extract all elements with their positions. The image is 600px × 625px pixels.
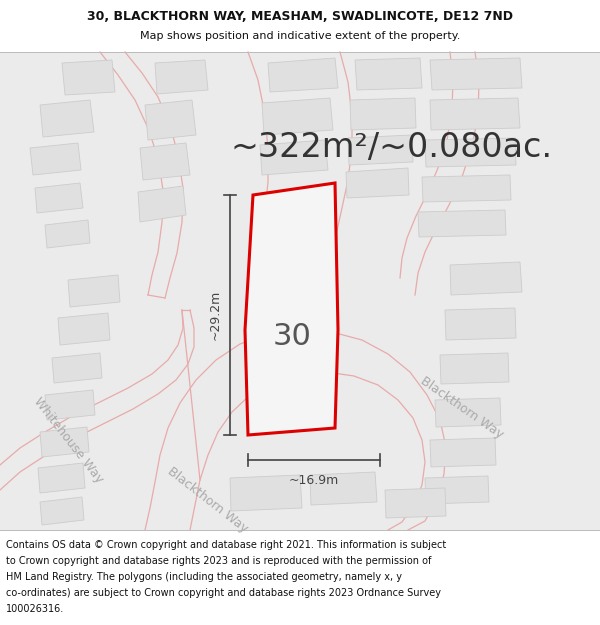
Polygon shape — [35, 183, 83, 213]
Polygon shape — [58, 313, 110, 345]
Polygon shape — [30, 143, 81, 175]
Polygon shape — [140, 143, 190, 180]
Polygon shape — [435, 398, 501, 427]
Polygon shape — [38, 463, 85, 493]
Text: 100026316.: 100026316. — [6, 604, 64, 614]
Polygon shape — [52, 353, 102, 383]
Polygon shape — [355, 58, 422, 90]
Text: Blackthorn Way: Blackthorn Way — [418, 374, 506, 441]
Polygon shape — [230, 475, 302, 511]
Polygon shape — [40, 497, 84, 525]
Polygon shape — [346, 168, 409, 198]
Polygon shape — [262, 98, 333, 135]
Polygon shape — [450, 262, 522, 295]
Polygon shape — [310, 472, 377, 505]
Text: Contains OS data © Crown copyright and database right 2021. This information is : Contains OS data © Crown copyright and d… — [6, 540, 446, 550]
Polygon shape — [45, 390, 95, 420]
Text: Map shows position and indicative extent of the property.: Map shows position and indicative extent… — [140, 31, 460, 41]
Text: ~29.2m: ~29.2m — [209, 290, 222, 340]
Bar — [0, 52, 600, 530]
Polygon shape — [68, 275, 120, 307]
Polygon shape — [40, 100, 94, 137]
Polygon shape — [440, 353, 509, 384]
Text: 30: 30 — [273, 322, 312, 351]
Polygon shape — [260, 140, 328, 175]
Bar — [0, 0, 600, 52]
Polygon shape — [430, 438, 496, 467]
Polygon shape — [418, 210, 506, 237]
Polygon shape — [422, 175, 511, 202]
Polygon shape — [268, 312, 332, 344]
Polygon shape — [40, 427, 89, 457]
Text: HM Land Registry. The polygons (including the associated geometry, namely x, y: HM Land Registry. The polygons (includin… — [6, 572, 402, 582]
Text: ~16.9m: ~16.9m — [289, 474, 339, 487]
Polygon shape — [145, 100, 196, 140]
Polygon shape — [138, 186, 186, 222]
Polygon shape — [45, 220, 90, 248]
Text: to Crown copyright and database rights 2023 and is reproduced with the permissio: to Crown copyright and database rights 2… — [6, 556, 431, 566]
Polygon shape — [270, 268, 332, 300]
Polygon shape — [268, 58, 338, 92]
Text: 30, BLACKTHORN WAY, MEASHAM, SWADLINCOTE, DE12 7ND: 30, BLACKTHORN WAY, MEASHAM, SWADLINCOTE… — [87, 11, 513, 24]
Polygon shape — [425, 138, 516, 167]
Polygon shape — [445, 308, 516, 340]
Polygon shape — [385, 488, 446, 518]
Text: Whitehouse Way: Whitehouse Way — [31, 395, 106, 485]
Polygon shape — [350, 98, 416, 130]
Polygon shape — [348, 135, 413, 165]
Polygon shape — [62, 60, 115, 95]
Polygon shape — [430, 98, 520, 130]
Polygon shape — [245, 183, 338, 435]
Bar — [0, 530, 600, 625]
Text: Blackthorn Way: Blackthorn Way — [166, 465, 251, 535]
Text: co-ordinates) are subject to Crown copyright and database rights 2023 Ordnance S: co-ordinates) are subject to Crown copyr… — [6, 588, 441, 598]
Text: ~322m²/~0.080ac.: ~322m²/~0.080ac. — [230, 131, 552, 164]
Polygon shape — [430, 58, 522, 90]
Polygon shape — [155, 60, 208, 94]
Polygon shape — [425, 476, 489, 504]
